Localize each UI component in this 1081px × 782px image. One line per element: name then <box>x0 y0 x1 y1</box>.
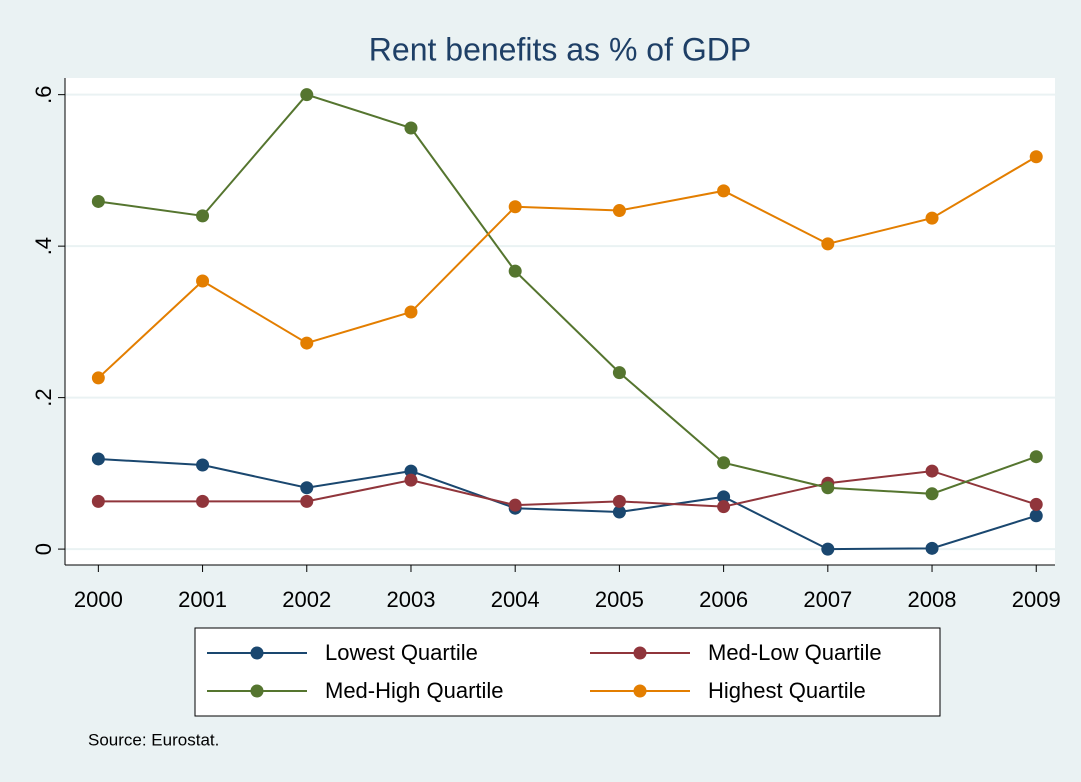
point <box>717 456 731 470</box>
legend-label: Highest Quartile <box>708 678 866 703</box>
point <box>196 274 210 288</box>
point <box>612 494 626 508</box>
point <box>1029 450 1043 464</box>
series-line <box>97 155 1037 379</box>
point <box>925 211 939 225</box>
point <box>404 464 418 478</box>
point <box>612 366 626 380</box>
point <box>717 500 731 514</box>
x-tick-label: 2009 <box>1012 587 1061 612</box>
point <box>925 487 939 501</box>
point <box>1029 150 1043 164</box>
x-tick-label: 2006 <box>699 587 748 612</box>
legend-label: Med-High Quartile <box>325 678 504 703</box>
point <box>821 481 835 495</box>
x-tick-label: 2001 <box>178 587 227 612</box>
plot-area <box>65 78 1055 565</box>
legend-marker <box>250 684 264 698</box>
point <box>404 121 418 135</box>
x-tick-label: 2007 <box>803 587 852 612</box>
y-tick-label: 0 <box>31 543 56 555</box>
point <box>196 209 210 223</box>
point <box>821 542 835 556</box>
chart-title: Rent benefits as % of GDP <box>369 31 751 67</box>
x-tick-label: 2004 <box>491 587 540 612</box>
point <box>91 194 105 208</box>
point <box>717 490 731 504</box>
legend-label: Lowest Quartile <box>325 640 478 665</box>
source-note: Source: Eurostat. <box>88 730 219 749</box>
point <box>300 336 314 350</box>
series-line <box>98 457 1037 551</box>
point <box>925 464 939 478</box>
x-tick-label: 2000 <box>74 587 123 612</box>
point <box>717 184 731 198</box>
point <box>404 305 418 319</box>
point <box>300 88 314 102</box>
point <box>300 481 314 495</box>
point <box>1029 509 1043 523</box>
x-tick-label: 2003 <box>387 587 436 612</box>
point <box>612 204 626 218</box>
point <box>821 237 835 251</box>
legend-marker <box>633 684 647 698</box>
x-tick-label: 2002 <box>282 587 331 612</box>
point <box>612 505 626 519</box>
x-tick-label: 2005 <box>595 587 644 612</box>
legend <box>194 627 941 717</box>
y-tick-label: .6 <box>31 85 56 103</box>
point <box>1029 497 1043 511</box>
point <box>508 200 522 214</box>
point <box>91 494 105 508</box>
point <box>404 473 418 487</box>
legend-marker <box>250 646 264 660</box>
point <box>196 458 210 472</box>
y-tick-label: .4 <box>31 237 56 255</box>
point <box>196 494 210 508</box>
point <box>91 371 105 385</box>
x-tick-label: 2008 <box>908 587 957 612</box>
point <box>300 494 314 508</box>
y-tick-label: .2 <box>31 388 56 406</box>
series-line <box>98 93 1037 495</box>
point <box>925 541 939 555</box>
point <box>91 452 105 466</box>
point <box>508 498 522 512</box>
point <box>508 264 522 278</box>
legend-marker <box>633 646 647 660</box>
series-line <box>98 470 1037 508</box>
legend-label: Med-Low Quartile <box>708 640 882 665</box>
